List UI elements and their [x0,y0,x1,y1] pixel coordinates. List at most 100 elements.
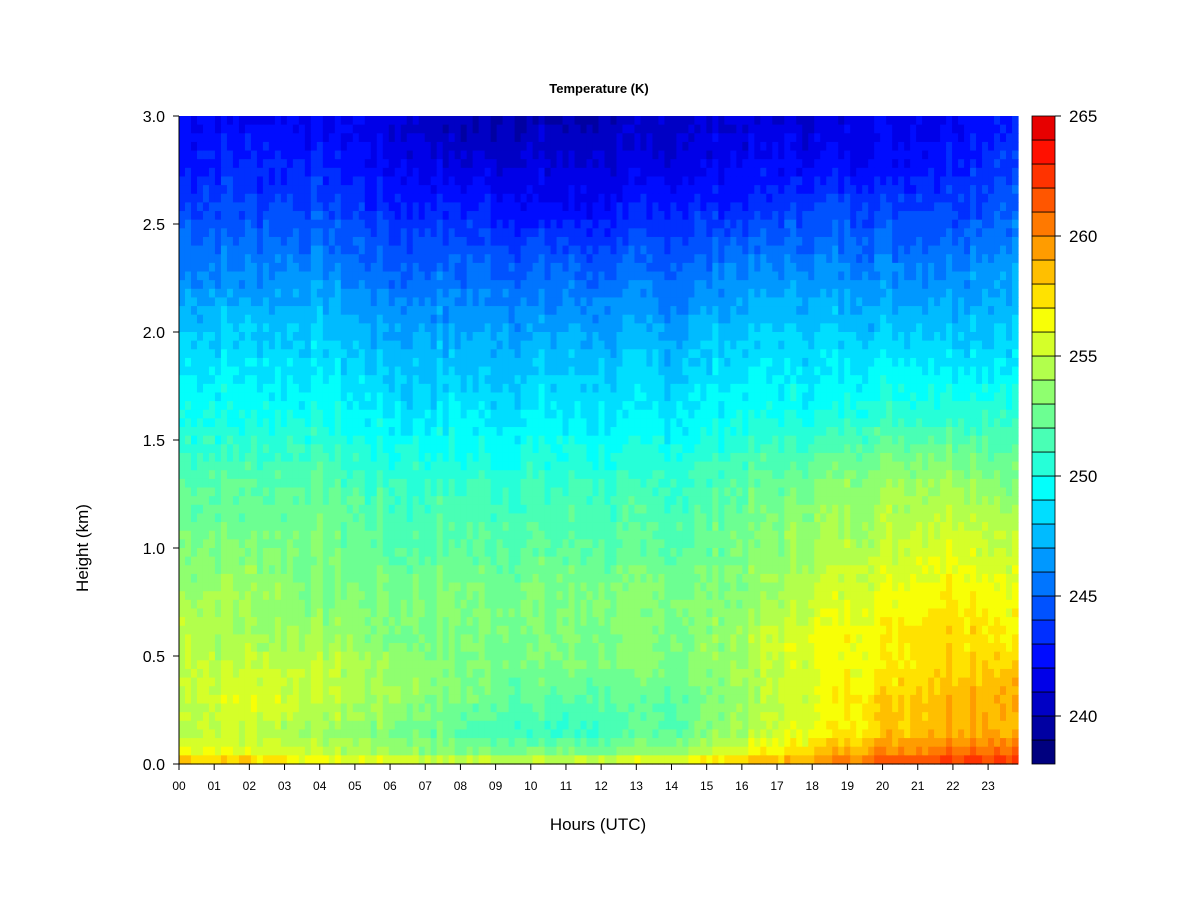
heatmap-cell [262,306,270,316]
heatmap-cell [856,340,863,350]
heatmap-cell [418,236,426,247]
heatmap-cell [442,124,450,134]
heatmap-cell [940,228,947,238]
heatmap-cell [904,401,911,411]
heatmap-cell [838,349,845,359]
heatmap-cell [484,288,492,299]
heatmap-cell [412,150,420,160]
heatmap-cell [466,133,474,143]
heatmap-cell [700,280,707,290]
heatmap-cell [1012,383,1019,394]
heatmap-cell [328,288,336,299]
heatmap-cell [226,159,234,169]
heatmap-cell [646,392,654,402]
heatmap-cell [310,176,318,186]
heatmap-cell [280,418,288,428]
heatmap-cell [184,314,192,324]
heatmap-cell [196,262,204,273]
heatmap-cell [208,133,216,143]
heatmap-cell [826,167,833,178]
heatmap-cell [742,314,749,324]
heatmap-cell [592,254,600,264]
heatmap-cell [694,185,701,195]
heatmap-cell [190,297,198,307]
heatmap-cell [352,392,360,402]
heatmap-cell [604,418,612,428]
heatmap-cell [400,124,408,134]
heatmap-cell [514,228,522,238]
heatmap-cell [376,141,384,152]
heatmap-cell [226,357,234,368]
heatmap-cell [418,167,426,178]
heatmap-cell [358,409,366,419]
heatmap-cell [802,409,809,419]
heatmap-cell [322,219,330,229]
heatmap-cell [646,262,654,273]
heatmap-cell [179,332,186,342]
heatmap-cell [670,271,677,281]
heatmap-cell [478,392,486,402]
heatmap-cell [568,357,576,368]
heatmap-cell [514,245,522,255]
heatmap-cell [976,332,983,342]
heatmap-cell [346,245,354,255]
heatmap-cell [376,288,384,299]
heatmap-cell [754,323,761,333]
heatmap-cell [280,245,288,255]
heatmap-cell [418,116,426,126]
heatmap-cell [634,254,642,264]
heatmap-cell [616,262,624,273]
heatmap-cell [466,271,474,281]
heatmap-cell [388,116,396,126]
heatmap-cell [586,116,594,126]
heatmap-cell [862,176,869,186]
heatmap-cell [580,254,588,264]
heatmap-cell [616,254,624,264]
heatmap-cell [472,409,480,419]
heatmap-cell [760,340,767,350]
heatmap-cell [604,185,612,195]
heatmap-cell [274,193,282,203]
heatmap-cell [328,357,336,368]
heatmap-cell [268,254,276,264]
heatmap-cell [238,349,246,359]
heatmap-cell [520,401,528,411]
heatmap-cell [430,280,438,290]
heatmap-cell [406,288,414,299]
heatmap-cell [256,401,264,411]
heatmap-cell [862,254,869,264]
heatmap-cell [280,357,288,368]
heatmap-cell [550,288,558,299]
heatmap-cell [454,375,462,385]
heatmap-cell [814,193,821,203]
heatmap-cell [310,314,318,324]
heatmap-cell [256,236,264,247]
heatmap-cell [418,340,426,350]
heatmap-cell [730,141,737,152]
heatmap-cell [718,176,725,186]
heatmap-cell [646,185,654,195]
heatmap-cell [796,245,803,255]
heatmap-cell [226,202,234,212]
heatmap-cell [400,271,408,281]
heatmap-cell [760,332,767,342]
heatmap-cell [952,306,959,316]
heatmap-cell [454,349,462,359]
heatmap-cell [358,202,366,212]
heatmap-cell [322,375,330,385]
heatmap-cell [742,288,749,299]
heatmap-cell [286,306,294,316]
heatmap-cell [244,349,252,359]
heatmap-cell [358,340,366,350]
heatmap-cell [676,418,683,428]
heatmap-cell [712,176,719,186]
heatmap-cell [532,366,540,376]
heatmap-cell [304,193,312,203]
heatmap-cell [790,340,797,350]
heatmap-cell [760,245,767,255]
heatmap-cell [520,167,528,178]
heatmap-cell [964,159,971,169]
heatmap-cell [790,366,797,376]
heatmap-cell [640,193,648,203]
heatmap-cell [406,150,414,160]
